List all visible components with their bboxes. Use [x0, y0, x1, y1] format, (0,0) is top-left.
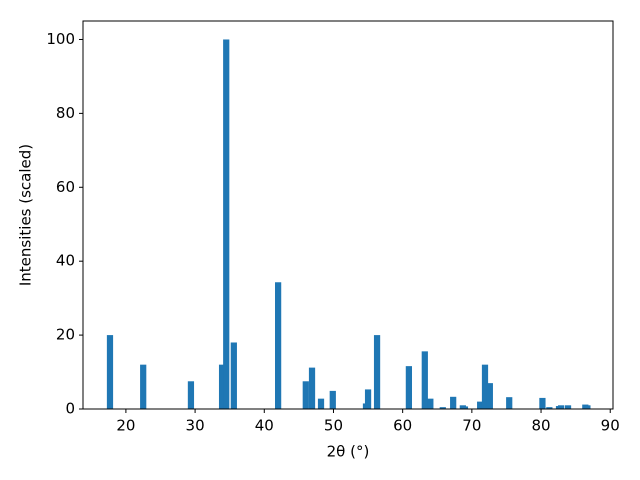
x-tick-label: 60 — [393, 417, 412, 435]
bar — [564, 405, 572, 409]
x-tick-label: 20 — [116, 417, 135, 435]
bar — [218, 364, 226, 409]
bar — [421, 351, 428, 409]
y-tick-label: 60 — [56, 178, 75, 196]
plot-frame — [82, 20, 614, 410]
bar — [481, 364, 489, 409]
bar — [546, 407, 553, 409]
y-tick-label: 80 — [56, 104, 75, 122]
bar — [461, 406, 469, 409]
bar — [450, 396, 457, 409]
bar — [230, 342, 237, 409]
y-tick-label: 100 — [46, 30, 75, 48]
bar — [223, 39, 230, 409]
bar — [187, 381, 195, 409]
bar — [405, 366, 413, 409]
x-axis-label: 2θ (°) — [327, 443, 370, 461]
bar — [275, 282, 282, 409]
bar — [584, 405, 591, 409]
bar — [477, 401, 484, 409]
y-tick-label: 20 — [56, 326, 75, 344]
x-tick-label: 80 — [531, 417, 550, 435]
x-tick-label: 30 — [186, 417, 205, 435]
bar — [427, 398, 434, 409]
bar — [486, 383, 493, 409]
bar — [557, 405, 565, 409]
y-tick-label: 0 — [65, 400, 75, 418]
bar — [302, 381, 309, 409]
x-tick-label: 40 — [255, 417, 274, 435]
x-tick-label: 70 — [462, 417, 481, 435]
bar — [106, 335, 114, 409]
bar — [506, 397, 513, 409]
bar — [317, 398, 325, 409]
y-tick-label: 40 — [56, 252, 75, 270]
y-axis-label: Intensities (scaled) — [17, 144, 35, 286]
bar — [439, 407, 446, 409]
bar — [364, 389, 372, 409]
bar — [308, 367, 316, 409]
bar — [539, 397, 546, 409]
bar — [329, 390, 336, 409]
bar — [373, 335, 381, 409]
x-tick-label: 50 — [324, 417, 343, 435]
x-tick-label: 90 — [601, 417, 620, 435]
bar — [140, 364, 147, 409]
